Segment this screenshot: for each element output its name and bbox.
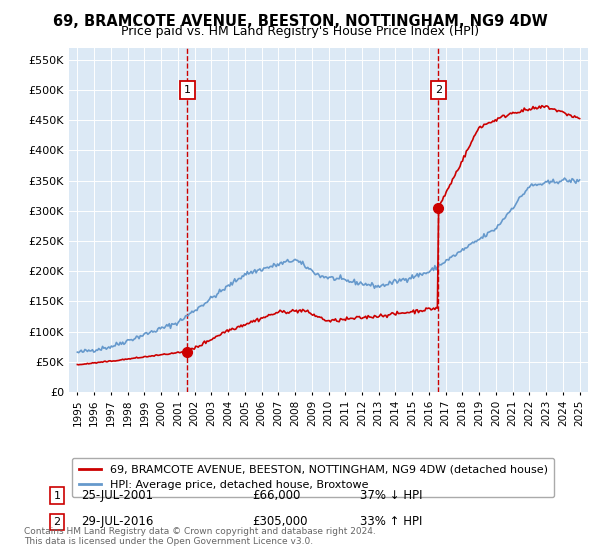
Text: 25-JUL-2001: 25-JUL-2001 <box>81 489 153 502</box>
Text: 69, BRAMCOTE AVENUE, BEESTON, NOTTINGHAM, NG9 4DW: 69, BRAMCOTE AVENUE, BEESTON, NOTTINGHAM… <box>53 14 547 29</box>
Text: 1: 1 <box>53 491 61 501</box>
Text: Price paid vs. HM Land Registry's House Price Index (HPI): Price paid vs. HM Land Registry's House … <box>121 25 479 38</box>
Text: 2: 2 <box>53 517 61 527</box>
Text: 1: 1 <box>184 85 191 95</box>
Text: £66,000: £66,000 <box>252 489 301 502</box>
Text: 33% ↑ HPI: 33% ↑ HPI <box>360 515 422 529</box>
Text: 2: 2 <box>435 85 442 95</box>
Text: 29-JUL-2016: 29-JUL-2016 <box>81 515 154 529</box>
Text: 37% ↓ HPI: 37% ↓ HPI <box>360 489 422 502</box>
Text: £305,000: £305,000 <box>252 515 308 529</box>
Text: Contains HM Land Registry data © Crown copyright and database right 2024.
This d: Contains HM Land Registry data © Crown c… <box>24 526 376 546</box>
Legend: 69, BRAMCOTE AVENUE, BEESTON, NOTTINGHAM, NG9 4DW (detached house), HPI: Average: 69, BRAMCOTE AVENUE, BEESTON, NOTTINGHAM… <box>72 458 554 497</box>
